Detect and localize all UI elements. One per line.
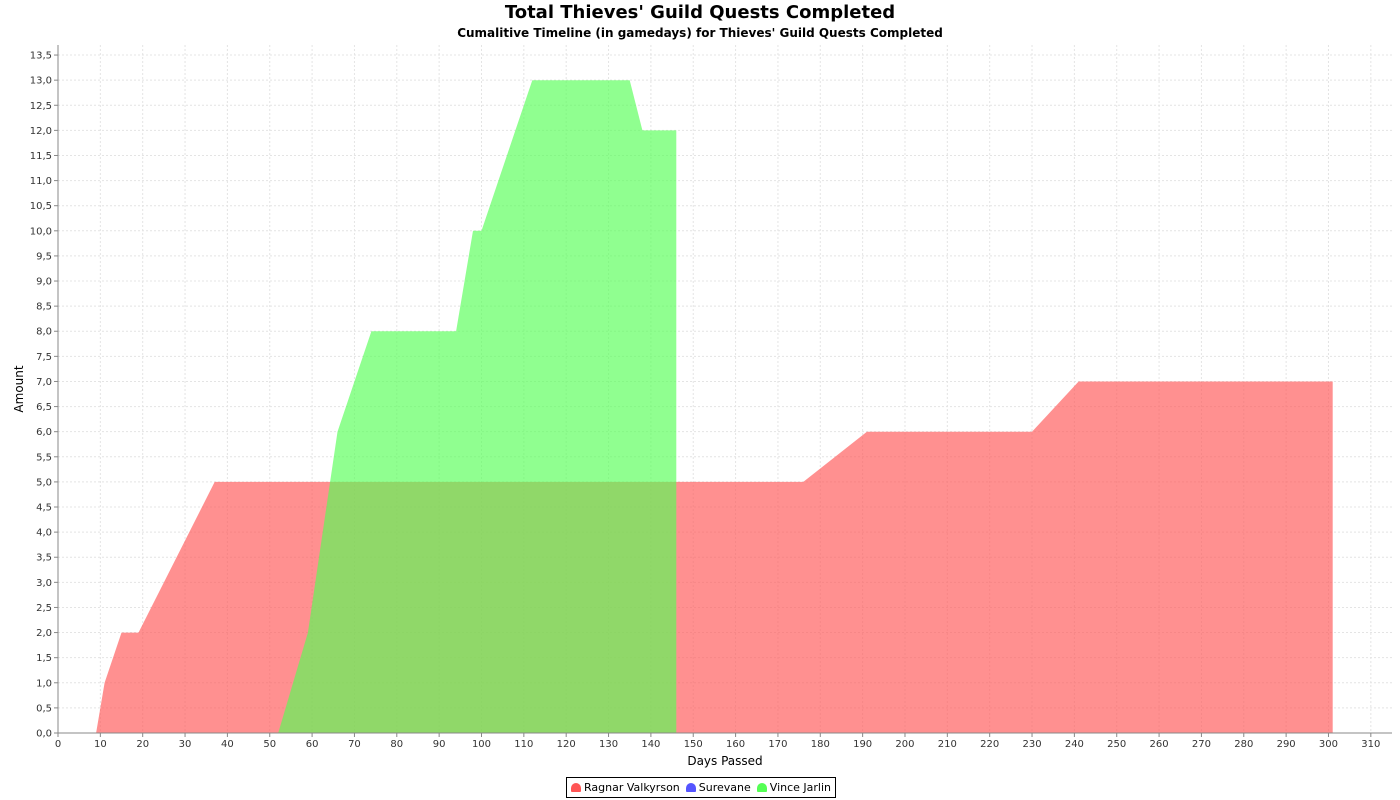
x-tick-label: 300 [1319, 739, 1338, 750]
y-tick-label: 10,0 [30, 226, 52, 237]
y-tick-label: 12,5 [30, 101, 52, 112]
x-tick-label: 110 [514, 739, 533, 750]
y-tick-label: 5,0 [36, 477, 52, 488]
y-tick-label: 3,5 [36, 553, 52, 564]
x-tick-label: 290 [1277, 739, 1296, 750]
x-tick-label: 90 [433, 739, 446, 750]
x-tick-label: 30 [179, 739, 192, 750]
y-tick-label: 5,5 [36, 452, 52, 463]
x-tick-label: 160 [726, 739, 745, 750]
legend-swatch [756, 783, 767, 792]
x-tick-label: 230 [1022, 739, 1041, 750]
y-tick-label: 9,0 [36, 277, 52, 288]
x-tick-label: 190 [853, 739, 872, 750]
x-tick-label: 100 [472, 739, 491, 750]
series-area-vince-jarlin [278, 80, 677, 733]
x-tick-label: 20 [136, 739, 149, 750]
x-tick-label: 70 [348, 739, 361, 750]
series-areas [96, 80, 1333, 733]
y-tick-label: 6,0 [36, 427, 52, 438]
y-tick-label: 4,5 [36, 503, 52, 514]
y-axis-label: Amount [12, 365, 26, 412]
y-tick-label: 1,5 [36, 653, 52, 664]
y-tick-label: 12,0 [30, 126, 52, 137]
x-tick-label: 260 [1150, 739, 1169, 750]
y-tick-label: 3,0 [36, 578, 52, 589]
x-tick-label: 10 [94, 739, 107, 750]
x-tick-label: 240 [1065, 739, 1084, 750]
x-tick-label: 60 [306, 739, 319, 750]
legend-label: Vince Jarlin [769, 781, 831, 794]
x-tick-label: 50 [263, 739, 276, 750]
y-tick-label: 1,0 [36, 678, 52, 689]
y-tick-label: 7,5 [36, 352, 52, 363]
y-tick-label: 0,5 [36, 703, 52, 714]
legend-swatch [685, 783, 696, 792]
y-tick-label: 11,0 [30, 176, 52, 187]
x-tick-label: 280 [1234, 739, 1253, 750]
axes [57, 45, 1392, 734]
x-tick-label: 130 [599, 739, 618, 750]
y-tick-label: 6,5 [36, 402, 52, 413]
legend: Ragnar Valkyrson Surevane Vince Jarlin [566, 777, 836, 798]
x-tick-label: 140 [641, 739, 660, 750]
x-tick-label: 120 [557, 739, 576, 750]
x-tick-label: 170 [768, 739, 787, 750]
y-axis-ticks: 0,0 0,5 1,0 1,5 2,0 2,5 3,0 3,5 4,0 4,5 5,0 5,5 6,0 6… [30, 51, 58, 740]
legend-item-vince-jarlin: Vince Jarlin [756, 781, 831, 794]
y-tick-label: 8,0 [36, 327, 52, 338]
y-tick-label: 11,5 [30, 151, 52, 162]
legend-swatch [571, 783, 581, 792]
x-tick-label: 80 [390, 739, 403, 750]
x-tick-label: 250 [1107, 739, 1126, 750]
y-tick-label: 2,5 [36, 603, 52, 614]
x-tick-label: 180 [811, 739, 830, 750]
x-tick-label: 270 [1192, 739, 1211, 750]
y-tick-label: 13,5 [30, 51, 52, 62]
chart-title: Total Thieves' Guild Quests Completed [504, 2, 896, 23]
y-tick-label: 7,0 [36, 377, 52, 388]
x-axis-ticks: 0 10 20 30 40 50 60 70 80 90 100 110 120 130 140 150 160… [55, 733, 1380, 750]
y-tick-label: 9,5 [36, 251, 52, 262]
legend-label: Surevane [698, 781, 751, 794]
legend-item-ragnar-valkyrson: Ragnar Valkyrson [571, 781, 680, 794]
y-tick-label: 8,5 [36, 302, 52, 313]
y-tick-label: 10,5 [30, 201, 52, 212]
legend-item-surevane: Surevane [685, 781, 751, 794]
x-tick-label: 40 [221, 739, 234, 750]
y-tick-label: 0,0 [36, 729, 52, 740]
legend-label: Ragnar Valkyrson [584, 781, 680, 794]
x-tick-label: 310 [1361, 739, 1380, 750]
x-tick-label: 200 [895, 739, 914, 750]
x-axis-label: Days Passed [687, 754, 762, 768]
x-tick-label: 150 [684, 739, 703, 750]
x-tick-label: 220 [980, 739, 999, 750]
chart-subtitle: Cumalitive Timeline (in gamedays) for Th… [457, 26, 943, 40]
y-tick-label: 4,0 [36, 528, 52, 539]
y-tick-label: 13,0 [30, 76, 52, 87]
x-tick-label: 210 [938, 739, 957, 750]
y-tick-label: 2,0 [36, 628, 52, 639]
x-tick-label: 0 [55, 739, 61, 750]
